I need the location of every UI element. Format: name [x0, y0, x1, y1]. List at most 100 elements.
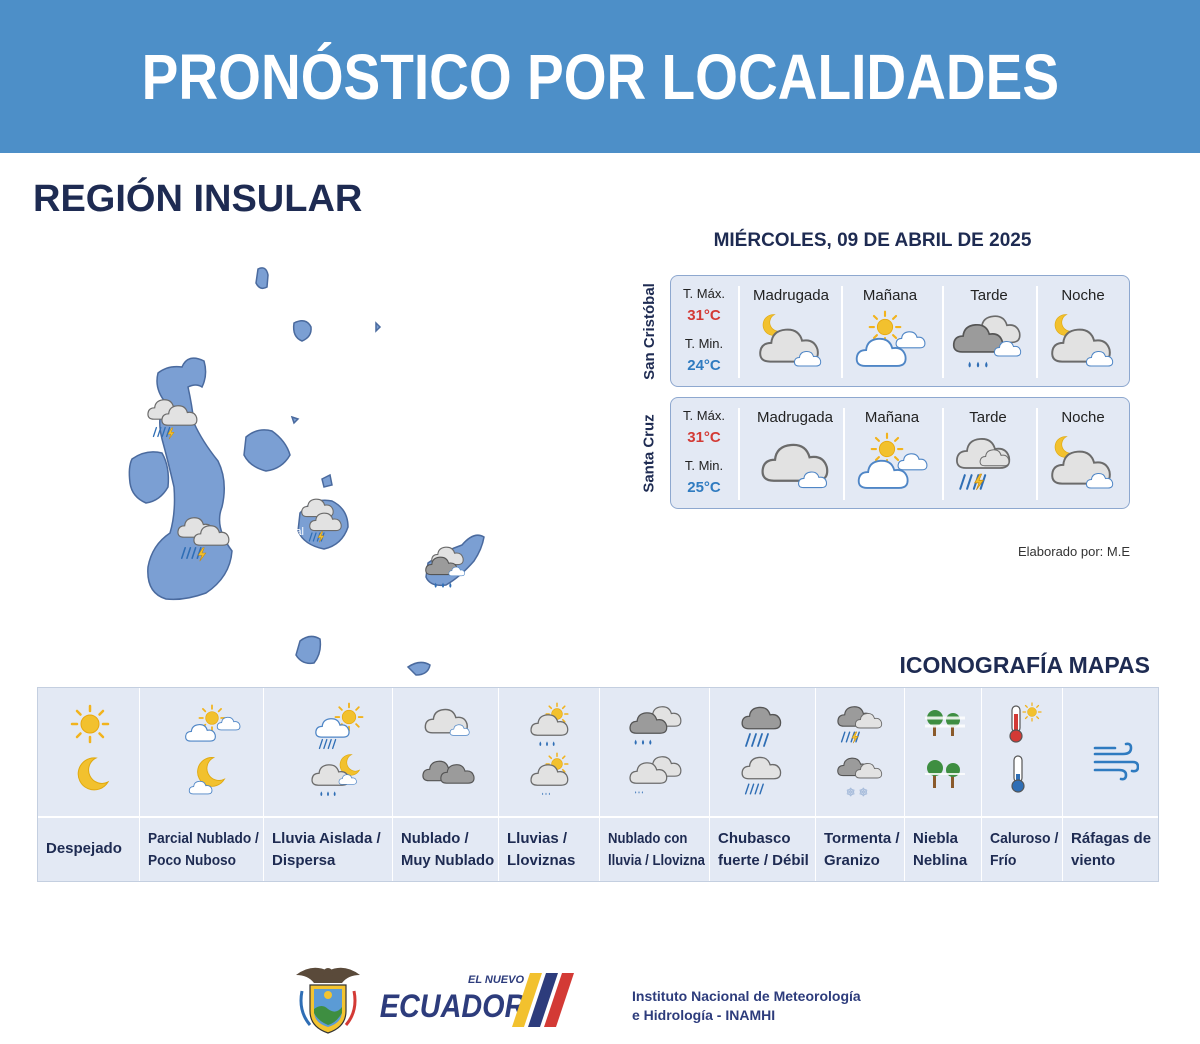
forecast-card-santa-cruz: T. Máx. 31°C T. Min. 25°C Madrugada Maña…	[670, 397, 1130, 509]
map-label: Bal	[288, 526, 304, 538]
period-name: Tarde	[969, 409, 1007, 426]
legend-label: Despejado	[46, 840, 122, 857]
legend-item-rafagas: Ráfagas de viento	[1062, 688, 1160, 881]
island-fernandina	[128, 451, 170, 504]
period-manana: Mañana	[844, 398, 940, 508]
legend-item-chubasco: Chubasco fuerte / Débil	[709, 688, 815, 881]
location-label-wrap: Santa Cruz	[634, 397, 664, 509]
island-small-1	[321, 473, 333, 488]
svg-text:❄ ❄: ❄ ❄	[846, 786, 868, 799]
period-name: Noche	[1061, 287, 1105, 304]
hot-thermometer-icon	[1009, 702, 1042, 743]
legend-item-niebla: Niebla Neblina	[904, 688, 981, 881]
legend-label: Nublado / Muy Nublado	[401, 830, 495, 869]
legend-title: ICONOGRAFÍA MAPAS	[899, 652, 1150, 678]
legend-label: Tormenta / Granizo	[824, 830, 900, 869]
legend-label: Chubasco fuerte / Débil	[718, 830, 809, 869]
cloudy-drizzle-icon	[629, 756, 682, 794]
credit-text: Elaborado por: M.E	[1017, 544, 1130, 559]
moon-rain-icon	[311, 754, 360, 796]
location-name: Santa Cruz	[640, 413, 658, 493]
island-genovesa-small	[290, 415, 300, 425]
temperature-block: T. Máx. 31°C T. Min. 25°C	[671, 398, 737, 508]
temperature-block: T. Máx. 31°C T. Min. 24°C	[671, 276, 737, 386]
hail-icon: ❄ ❄	[837, 757, 883, 799]
galapagos-map: Bal	[128, 267, 485, 676]
period-name: Madrugada	[757, 409, 833, 426]
period-noche: Noche	[1035, 276, 1131, 386]
storm-icon	[837, 706, 883, 744]
island-marchena	[375, 321, 382, 333]
heavy-shower-icon	[741, 706, 782, 748]
svg-text:ECUADOR: ECUADOR	[380, 989, 526, 1025]
period-name: Mañana	[862, 287, 918, 304]
legend-label: Ráfagas de viento	[1071, 830, 1152, 869]
region-title: REGIÓN INSULAR	[33, 178, 363, 220]
period-madrugada: Madrugada	[743, 276, 839, 386]
legend-label: Parcial Nublado / Poco Nuboso	[148, 830, 259, 869]
cloudy-icon	[761, 443, 829, 489]
min-temp-label: T. Min.	[684, 458, 724, 473]
night-partly-cloudy-icon	[1051, 314, 1114, 367]
legend-label: Caluroso / Frío	[990, 830, 1059, 869]
cloudy-rain-icon	[952, 315, 1022, 368]
partly-cloudy-sun-icon	[855, 310, 926, 367]
period-tarde: Tarde	[941, 276, 1037, 386]
period-name: Tarde	[970, 287, 1008, 304]
dark-cloud-icon	[422, 760, 475, 784]
fog-icon	[925, 710, 965, 736]
period-madrugada: Madrugada	[747, 398, 843, 508]
el-nuevo-ecuador-logo: EL NUEVO ECUADOR	[380, 973, 574, 1027]
mist-icon	[925, 760, 965, 788]
legend-table: Despejado Parcial Nublado / Poco Nuboso	[37, 687, 1159, 882]
forecast-date: MIÉRCOLES, 09 DE ABRIL DE 2025	[713, 230, 1032, 251]
page-title: PRONÓSTICO POR LOCALIDADES	[141, 40, 1059, 113]
period-name: Noche	[1061, 409, 1105, 426]
period-name: Mañana	[864, 409, 920, 426]
max-temp-value: 31°C	[687, 429, 721, 446]
period-manana: Mañana	[842, 276, 938, 386]
legend-label: Lluvias / Lloviznas	[507, 830, 576, 869]
legend-item-caluroso: Caluroso / Frío	[981, 688, 1062, 881]
forecast-card-san-cristobal: T. Máx. 31°C T. Min. 24°C Madrugada Maña…	[670, 275, 1130, 387]
legend-item-lluvias: Lluvias / Lloviznas	[498, 688, 599, 881]
cloudy-rain-icon	[629, 706, 682, 745]
legend-label: Niebla Neblina	[913, 830, 968, 869]
institution-name: Instituto Nacional de Meteorología e Hid…	[632, 988, 861, 1023]
moon-icon	[77, 757, 109, 791]
legend-item-tormenta: ❄ ❄ Tormenta / Granizo	[815, 688, 904, 881]
location-label-wrap: San Cristóbal	[634, 275, 664, 387]
island-darwin	[255, 267, 269, 290]
island-pinta	[292, 320, 312, 342]
footer: EL NUEVO ECUADOR Instituto Nacional de M…	[0, 955, 1200, 1035]
legend-item-parcial-nublado: Parcial Nublado / Poco Nuboso	[139, 688, 263, 881]
sun-rain-icon	[315, 702, 364, 750]
thunderstorm-icon	[956, 438, 1011, 491]
legend-label: Nublado con lluvia / Llovizna	[608, 830, 705, 869]
svg-text:EL NUEVO: EL NUEVO	[468, 974, 524, 986]
min-temp-value: 24°C	[687, 357, 721, 374]
coat-of-arms-logo	[296, 967, 360, 1034]
max-temp-label: T. Máx.	[683, 408, 725, 423]
min-temp-label: T. Min.	[684, 336, 724, 351]
legend-item-nublado-con-lluvia: Nublado con lluvia / Llovizna	[599, 688, 709, 881]
island-floreana	[295, 635, 322, 665]
legend-item-lluvia-aislada: Lluvia Aislada / Dispersa	[263, 688, 392, 881]
max-temp-label: T. Máx.	[683, 286, 725, 301]
rain-cloud-icon	[530, 702, 569, 746]
legend-item-despejado: Despejado	[38, 688, 139, 881]
cold-thermometer-icon	[1011, 755, 1025, 793]
moon-cloud-icon	[188, 757, 225, 795]
legend-label: Lluvia Aislada / Dispersa	[272, 830, 381, 869]
min-temp-value: 25°C	[687, 479, 721, 496]
max-temp-value: 31°C	[687, 307, 721, 324]
island-santiago	[243, 429, 291, 472]
sun-icon	[70, 704, 110, 744]
cloud-icon	[424, 708, 470, 736]
period-noche: Noche	[1035, 398, 1131, 508]
period-tarde: Tarde	[940, 398, 1036, 508]
header-banner: PRONÓSTICO POR LOCALIDADES	[0, 0, 1200, 153]
island-espanola	[406, 661, 431, 676]
night-partly-cloudy-icon	[759, 314, 822, 367]
